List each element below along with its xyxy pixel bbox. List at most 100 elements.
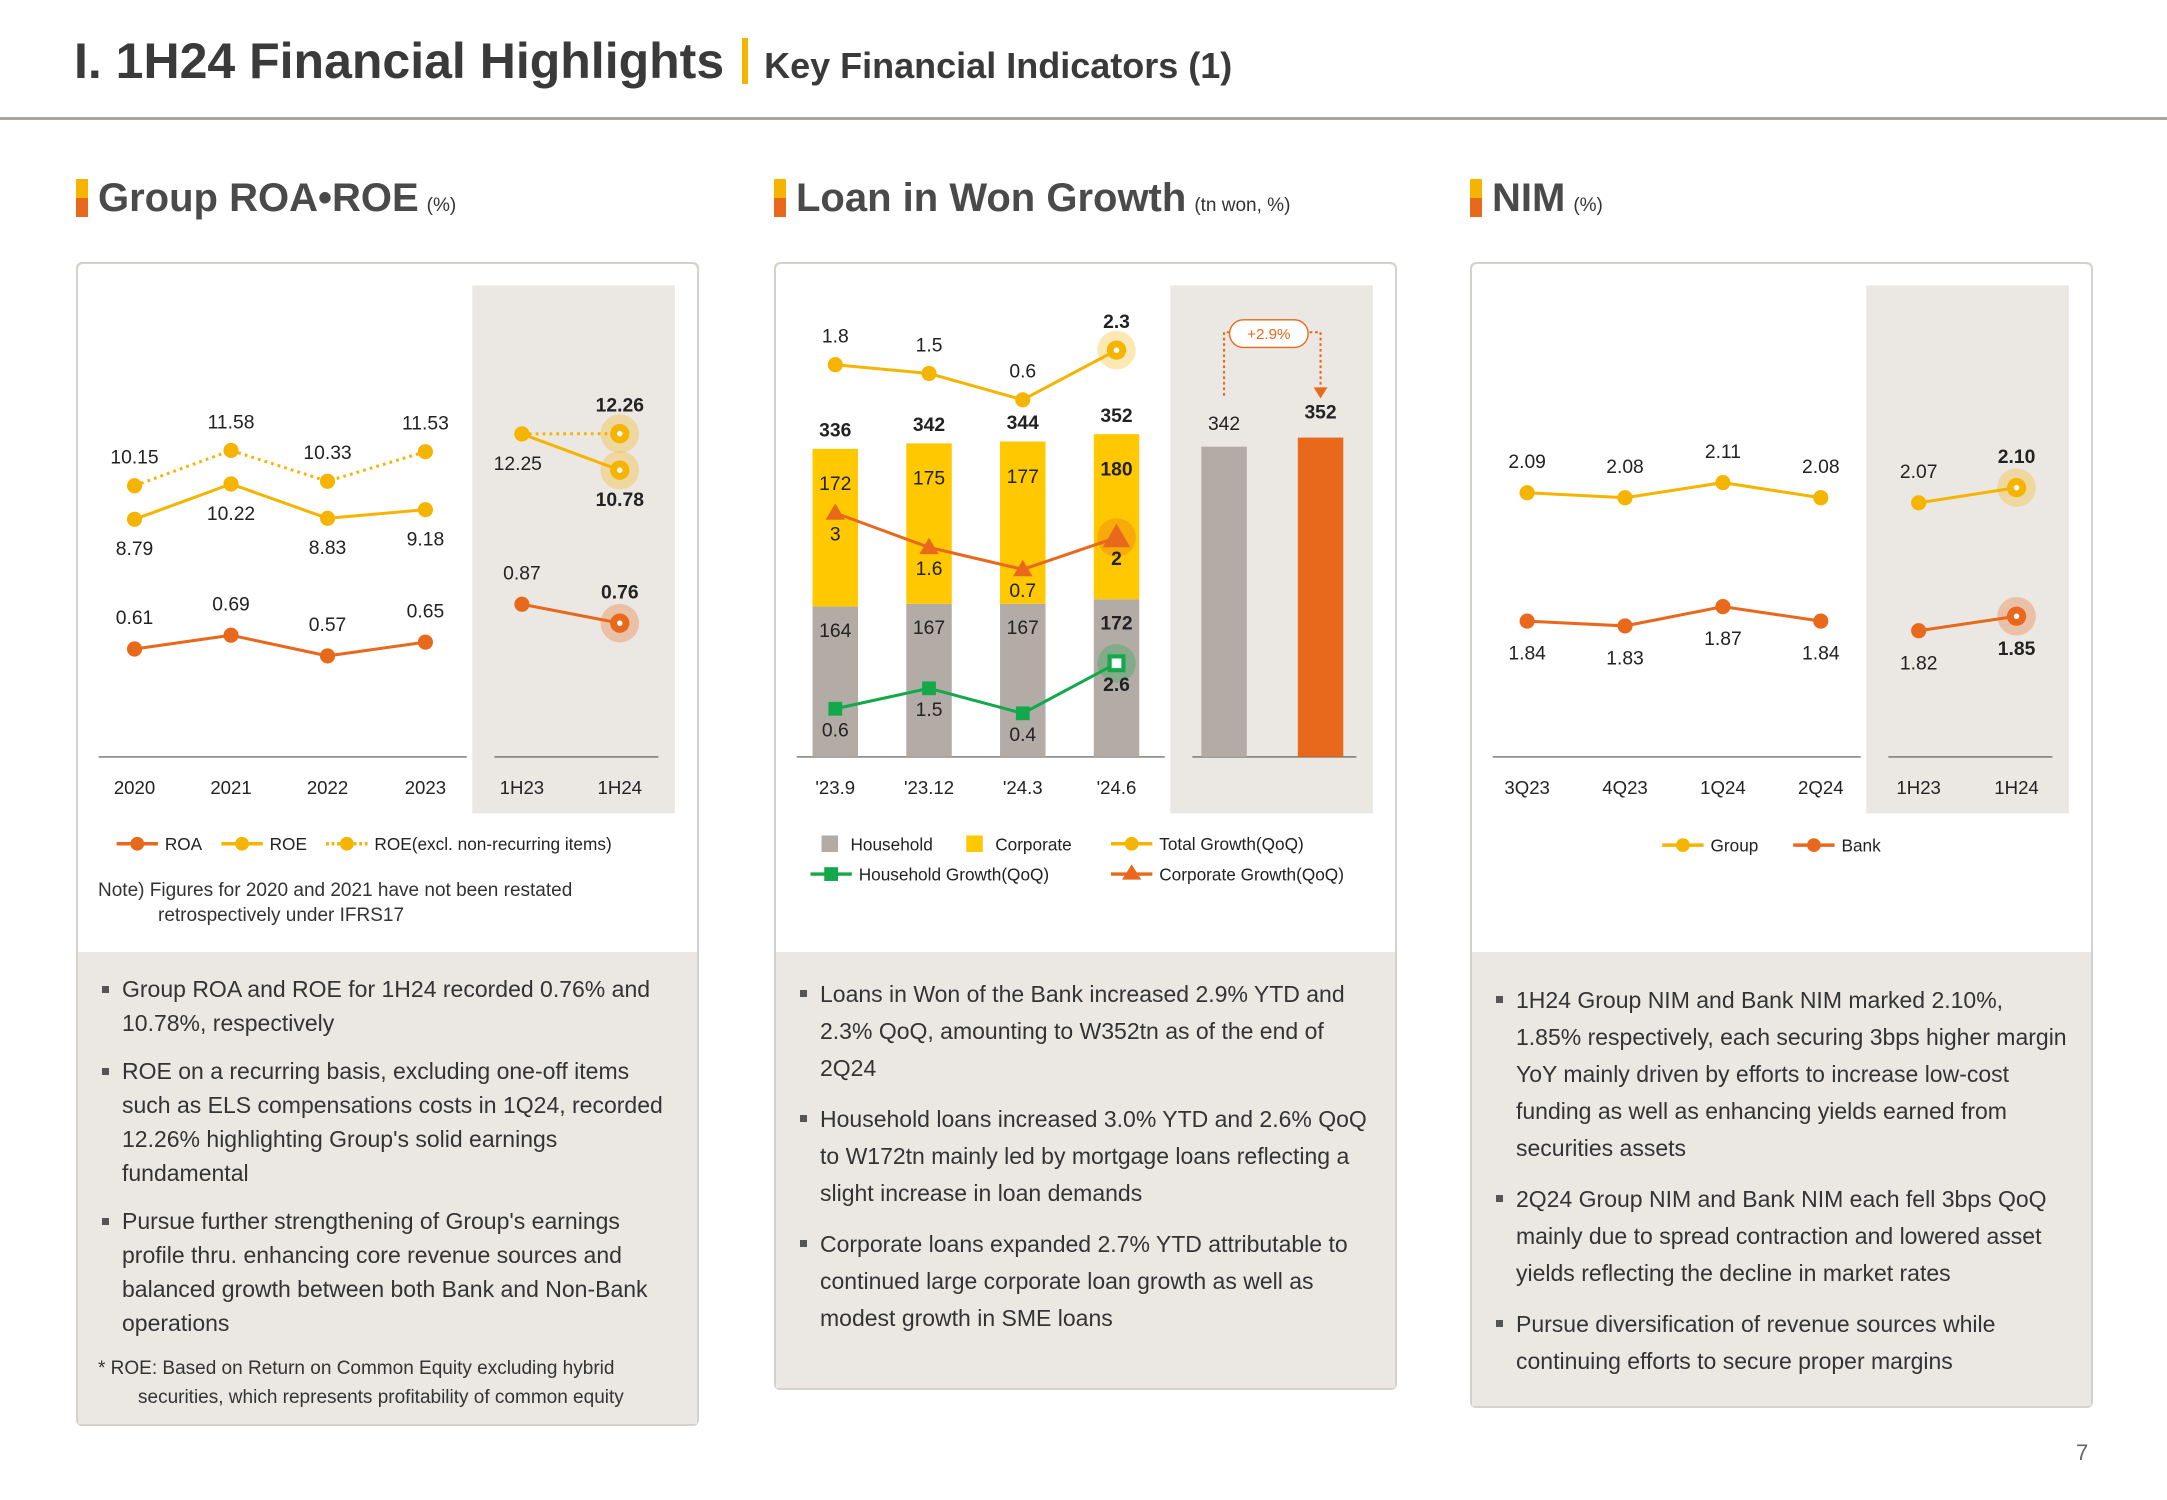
change-badge-label: +2.9% xyxy=(1247,326,1290,343)
data-point-marker xyxy=(417,502,433,518)
data-point-marker xyxy=(921,365,937,382)
data-label: 0.57 xyxy=(309,615,347,636)
roa-line xyxy=(521,602,621,625)
data-point-marker xyxy=(126,641,143,657)
data-point-marker xyxy=(417,634,433,650)
data-label: 0.61 xyxy=(116,608,154,629)
roa-line xyxy=(134,633,426,658)
legend-label: Bank xyxy=(1841,835,1881,855)
loan-growth-chart: '23.9 '23.12 '24.3 '24.6 164 172 336 167 175 342 1… xyxy=(796,285,1373,884)
data-point-marker xyxy=(319,473,336,489)
x-tick-label: 1Q24 xyxy=(1700,777,1746,798)
comparison-bar xyxy=(1201,446,1247,757)
group-nim-line xyxy=(1527,481,1822,500)
data-label: 1.84 xyxy=(1508,644,1546,665)
data-point-marker xyxy=(1911,495,1927,511)
bullet-item: Pursue further strengthening of Group's … xyxy=(102,1204,677,1340)
data-label: 10.78 xyxy=(596,490,645,511)
data-point-marker xyxy=(1519,485,1535,501)
roe-line xyxy=(134,482,426,521)
data-point-marker xyxy=(417,444,433,460)
nim-panel: 3Q23 4Q23 1Q24 2Q24 1H23 1H24 2.09 2.08 2.11 2.08… xyxy=(1470,262,2093,1408)
data-label: 12.25 xyxy=(494,454,542,475)
data-point-marker xyxy=(919,537,939,555)
legend-marker xyxy=(824,867,839,881)
data-point-marker xyxy=(1013,559,1033,577)
x-tick-label: 2021 xyxy=(210,777,251,798)
bullet-item: 1H24 Group NIM and Bank NIM marked 2.10%… xyxy=(1496,982,2071,1167)
data-label: 12.26 xyxy=(596,396,645,417)
data-label: 1.83 xyxy=(1606,649,1644,670)
comparison-value-label: 352 xyxy=(1304,402,1336,423)
legend-marker xyxy=(1122,864,1142,880)
corporate-value-label: 172 xyxy=(819,474,851,495)
data-label: 11.58 xyxy=(208,412,255,433)
chart-area: '23.9 '23.12 '24.3 '24.6 164 172 336 167 175 342 1… xyxy=(776,264,1395,952)
data-point-marker xyxy=(1715,599,1731,615)
footnote: * ROE: Based on Return on Common Equity … xyxy=(98,1354,681,1412)
data-point-marker xyxy=(1617,490,1633,506)
data-label: 1.82 xyxy=(1900,653,1938,674)
data-point-marker xyxy=(223,442,239,459)
bullet-item: 2Q24 Group NIM and Bank NIM each fell 3b… xyxy=(1496,1181,2071,1292)
loan-growth-panel: '23.9 '23.12 '24.3 '24.6 164 172 336 167 175 342 1… xyxy=(774,262,1397,1390)
section-marker-icon xyxy=(1470,179,1482,217)
title-separator xyxy=(742,38,749,84)
data-point-marker xyxy=(1813,613,1829,629)
legend-label: Corporate xyxy=(995,835,1072,855)
legend-swatch xyxy=(821,835,839,853)
bullet-item: Household loans increased 3.0% YTD and 2… xyxy=(800,1101,1375,1212)
section-unit: (%) xyxy=(1573,195,1603,216)
legend-label: ROE(excl. non-recurring items) xyxy=(374,834,611,854)
legend-label: ROE xyxy=(270,834,307,854)
data-label: 2.3 xyxy=(1103,312,1130,333)
roa-roe-chart: 2020 2021 2022 2023 1H23 1H24 0.61 0.69 0.57 0.65… xyxy=(98,285,675,854)
data-label: 11.53 xyxy=(402,414,449,435)
household-growth-line xyxy=(834,661,1118,715)
x-tick-label: '23.9 xyxy=(815,777,855,798)
corporate-bar xyxy=(1000,441,1046,604)
data-label: 1.6 xyxy=(916,559,943,580)
x-tick-label: '24.6 xyxy=(1097,777,1137,798)
data-point-marker xyxy=(514,596,530,612)
data-label: 0.87 xyxy=(503,563,541,584)
bullet-item: Group ROA and ROE for 1H24 recorded 0.76… xyxy=(102,972,677,1040)
section-title: NIM xyxy=(1492,176,1566,220)
title-text: I. 1H24 Financial Highlights xyxy=(74,33,725,89)
data-point-marker xyxy=(514,426,530,442)
note-line-1: Note) Figures for 2020 and 2021 have not… xyxy=(98,880,573,901)
legend-label: ROA xyxy=(165,834,203,854)
data-point-marker xyxy=(1911,623,1927,639)
legend-marker xyxy=(1676,838,1690,853)
chart-note: Note) Figures for 2020 and 2021 have not… xyxy=(98,878,572,928)
total-growth-line xyxy=(835,348,1118,402)
data-point-marker xyxy=(1617,618,1633,634)
page-title: I. 1H24 Financial Highlights Key Financia… xyxy=(74,32,1232,90)
roe-line xyxy=(521,432,621,472)
household-value-label: 167 xyxy=(913,618,945,639)
data-label: 10.15 xyxy=(110,448,158,469)
change-connector xyxy=(1304,331,1322,392)
x-tick-label: 1H24 xyxy=(598,777,643,798)
data-label: 0.7 xyxy=(1009,581,1036,602)
x-tick-label: 2023 xyxy=(405,777,446,798)
data-label: 0.4 xyxy=(1009,725,1036,746)
section-title: Loan in Won Growth xyxy=(796,176,1187,220)
data-label: 0.76 xyxy=(601,582,639,603)
data-label: 2.10 xyxy=(1998,447,2036,468)
data-label: 2.6 xyxy=(1103,675,1130,696)
data-point-marker xyxy=(1519,613,1535,629)
legend-label: Total Growth(QoQ) xyxy=(1159,834,1303,854)
data-point-center xyxy=(2013,484,2020,491)
arrow-down-icon xyxy=(1313,387,1328,399)
x-tick-label: 3Q23 xyxy=(1504,777,1550,798)
header-divider xyxy=(0,117,2167,120)
data-point-marker xyxy=(827,357,843,373)
data-point-marker xyxy=(1015,706,1030,721)
section-title: Group ROA•ROE xyxy=(98,176,419,220)
data-label: 2.09 xyxy=(1508,452,1546,473)
nim-chart: 3Q23 4Q23 1Q24 2Q24 1H23 1H24 2.09 2.08 2.11 2.08… xyxy=(1492,285,2069,855)
legend-swatch xyxy=(966,835,983,853)
section-marker-icon xyxy=(774,179,786,217)
data-point-center xyxy=(2013,613,2020,620)
